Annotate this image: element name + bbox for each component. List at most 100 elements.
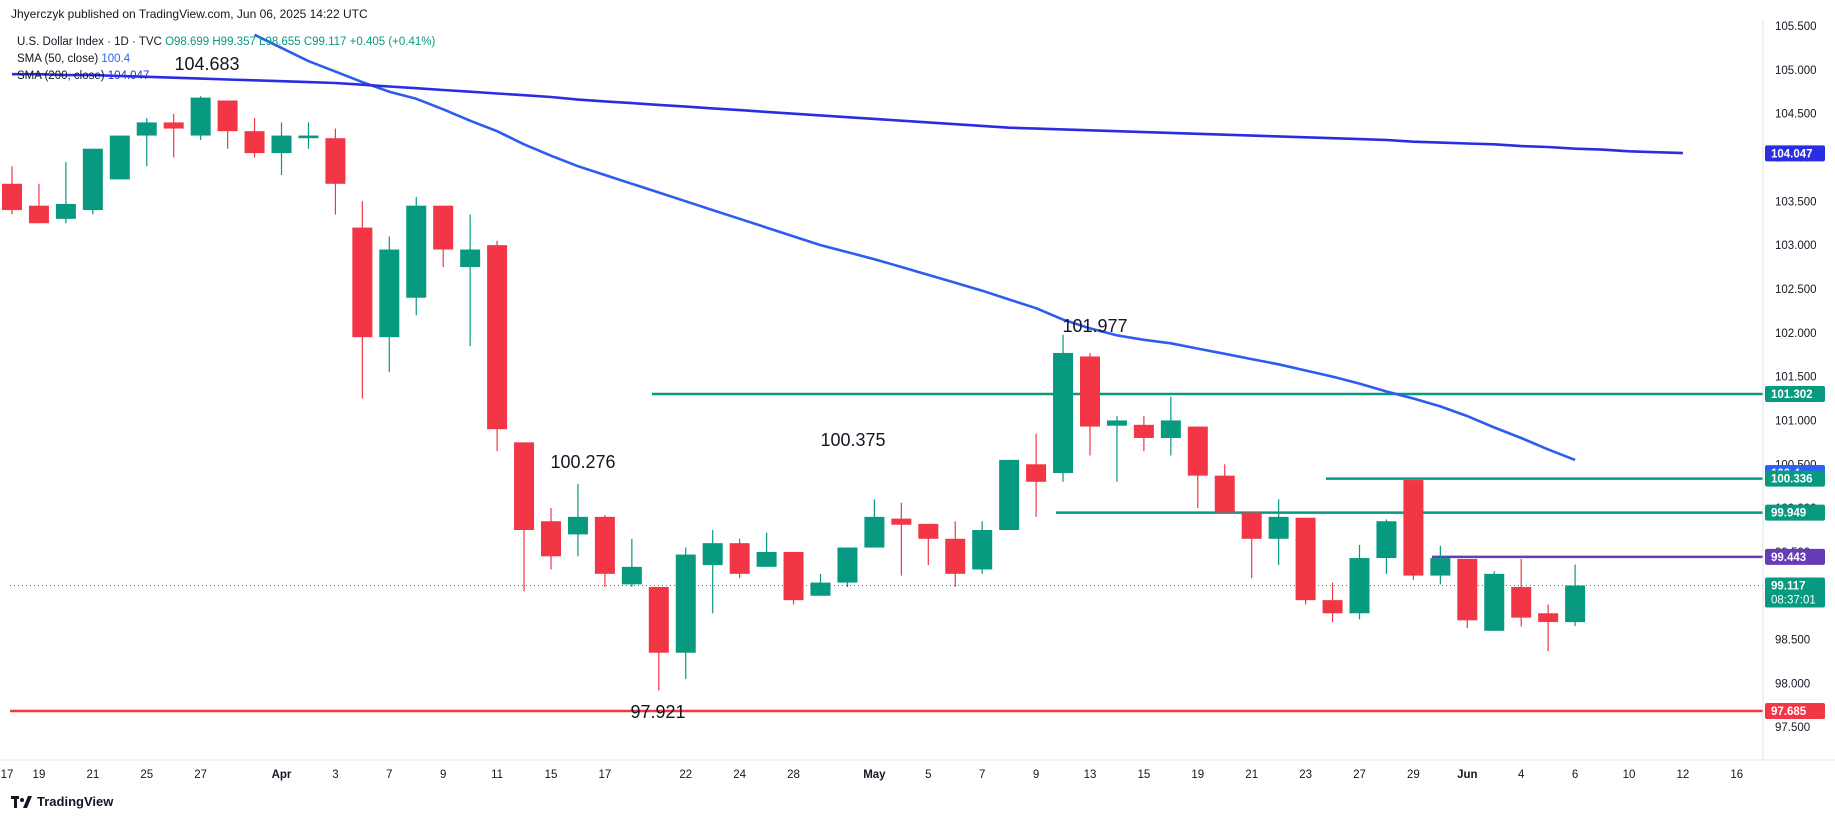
x-tick-label: 16 (1730, 769, 1743, 781)
candle-body (810, 582, 831, 596)
candle[interactable] (1106, 416, 1127, 482)
candle-body (756, 551, 777, 567)
candle[interactable] (1187, 426, 1208, 509)
sma200-line (12, 72, 1683, 155)
candle[interactable] (702, 530, 723, 614)
x-tick-label: 4 (1518, 769, 1525, 781)
sma200-badge-bg (1765, 145, 1825, 162)
y-tick-label: 97.500 (1775, 722, 1810, 734)
symbol-name[interactable]: U.S. Dollar Index · 1D · TVC (17, 36, 162, 48)
candle-body (1268, 516, 1289, 539)
candle[interactable] (675, 547, 696, 680)
x-tick-label: 25 (140, 769, 153, 781)
candle[interactable] (244, 118, 265, 158)
candle[interactable] (298, 122, 319, 149)
candle[interactable] (352, 201, 373, 399)
x-tick-label: 23 (1299, 769, 1312, 781)
level-badge-label: 97.685 (1771, 706, 1807, 718)
candle[interactable] (1538, 604, 1559, 651)
candle[interactable] (783, 551, 804, 605)
candle[interactable] (55, 161, 76, 224)
candle-body (1349, 558, 1370, 614)
candle[interactable] (1080, 352, 1100, 456)
candle[interactable] (1241, 512, 1262, 579)
candle[interactable] (756, 532, 777, 567)
last-price-badge-bg (1765, 577, 1825, 608)
y-tick-label: 103.000 (1775, 240, 1817, 252)
price-annotation[interactable]: 100.276 (550, 452, 615, 472)
candle[interactable] (1376, 519, 1397, 574)
tradingview-brand[interactable]: TradingView (11, 794, 113, 809)
candle[interactable] (972, 521, 993, 574)
candle[interactable] (945, 521, 966, 587)
candle[interactable] (567, 483, 588, 557)
candle[interactable] (1053, 334, 1074, 482)
candle[interactable] (1511, 558, 1532, 627)
candle[interactable] (1565, 564, 1586, 626)
candle[interactable] (109, 135, 130, 180)
candle[interactable] (82, 148, 103, 215)
candle[interactable] (2, 166, 22, 215)
candle[interactable] (217, 100, 238, 149)
candle[interactable] (379, 236, 400, 373)
candle[interactable] (1133, 416, 1154, 452)
candle[interactable] (891, 502, 912, 576)
candle[interactable] (621, 538, 642, 587)
candle[interactable] (999, 459, 1020, 531)
candle-body (433, 205, 454, 250)
legend-sma50-row[interactable]: SMA (50, close) 100.4 (17, 51, 435, 68)
candle-body (702, 543, 723, 566)
tradingview-logo-icon (11, 795, 33, 808)
candle[interactable] (28, 183, 49, 224)
candle[interactable] (1295, 517, 1316, 605)
candle[interactable] (918, 523, 939, 566)
candle[interactable] (136, 118, 157, 167)
candle[interactable] (433, 205, 454, 268)
candle[interactable] (271, 122, 292, 176)
candle[interactable] (810, 573, 831, 596)
candle-body (325, 138, 346, 184)
sma50-label: SMA (50, close) (17, 53, 99, 65)
candle[interactable] (1349, 544, 1370, 620)
candle[interactable] (1430, 545, 1451, 585)
candle[interactable] (1322, 582, 1343, 623)
candle[interactable] (1026, 433, 1047, 517)
candle[interactable] (1268, 499, 1289, 566)
candle[interactable] (1160, 396, 1181, 456)
candle[interactable] (406, 196, 427, 316)
legend-sma200-row[interactable]: SMA (200, close) 104.047 (17, 68, 435, 85)
candle[interactable] (648, 586, 669, 691)
candle[interactable] (729, 538, 750, 579)
candle[interactable] (1457, 558, 1478, 629)
x-tick-label: 13 (1084, 769, 1097, 781)
candle-body (1295, 517, 1316, 601)
candle[interactable] (837, 547, 858, 587)
price-annotation[interactable]: 101.977 (1062, 316, 1127, 336)
candle-body (1133, 424, 1154, 438)
candle[interactable] (1403, 480, 1424, 580)
candle[interactable] (1484, 571, 1505, 631)
x-tick-label: 11 (491, 769, 503, 781)
candle-body (460, 249, 481, 268)
price-annotation[interactable]: 97.921 (630, 702, 685, 722)
candle-body (406, 205, 427, 298)
candle[interactable] (487, 240, 508, 452)
candle[interactable] (514, 442, 535, 592)
candle[interactable] (594, 515, 615, 587)
candle-body (621, 566, 642, 585)
candle-body (648, 586, 669, 653)
candle[interactable] (190, 96, 211, 140)
annotations: 104.683 100.276 100.375 101.977 97.921 (174, 54, 1127, 722)
price-annotation[interactable]: 104.683 (174, 54, 239, 74)
candle[interactable] (163, 113, 184, 158)
candle[interactable] (460, 214, 481, 346)
candle[interactable] (864, 499, 885, 548)
price-annotation[interactable]: 100.375 (820, 430, 885, 450)
candle[interactable] (325, 128, 346, 215)
candle[interactable] (1214, 464, 1235, 513)
sma200-value: 104.047 (107, 70, 150, 82)
candle[interactable] (541, 508, 561, 570)
x-tick-label: 15 (1138, 769, 1151, 781)
x-tick-label: 19 (1191, 769, 1204, 781)
